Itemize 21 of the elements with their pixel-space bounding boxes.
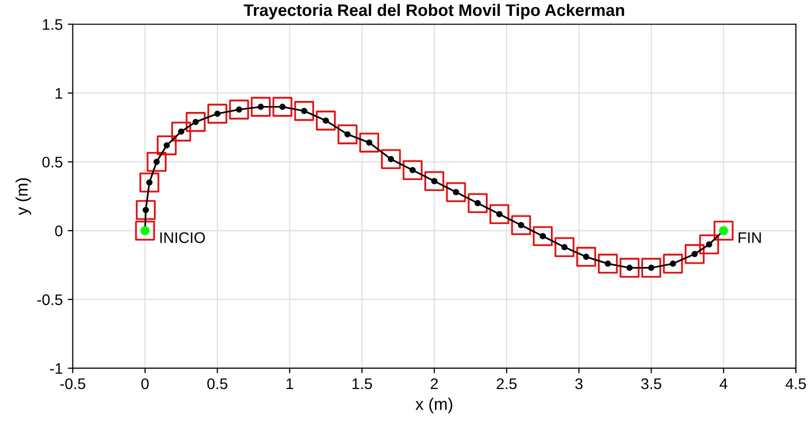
annotation: INICIO (160, 232, 205, 244)
x-tick-label: 3.5 (641, 378, 662, 390)
x-tick-label: 0.5 (207, 378, 228, 390)
y-tick-label: 0 (55, 226, 62, 236)
y-tick-label: -1 (50, 363, 62, 374)
x-tick-label: 4 (720, 378, 728, 390)
y-axis-title: y (m) (16, 178, 32, 216)
y-tick-label: 0.5 (42, 156, 62, 168)
y-tick-label: 1.5 (42, 19, 62, 30)
x-tick-label: 2.5 (496, 378, 517, 390)
x-tick-label: 3 (575, 378, 583, 390)
x-tick-label: 2 (430, 378, 438, 390)
x-axis-title: x (m) (416, 398, 452, 414)
y-tick-label: 1 (56, 88, 62, 99)
y-tick-label: -0.5 (37, 294, 62, 306)
x-tick-label: 0 (141, 378, 149, 390)
x-tick-label: 1 (286, 378, 294, 390)
annotation: FIN (738, 232, 761, 243)
x-tick-label: 4.5 (786, 378, 806, 390)
chart-title: Trayectoria Real del Robot Movil Tipo Ackerman (244, 4, 624, 20)
x-tick-label: 1.5 (352, 378, 372, 390)
